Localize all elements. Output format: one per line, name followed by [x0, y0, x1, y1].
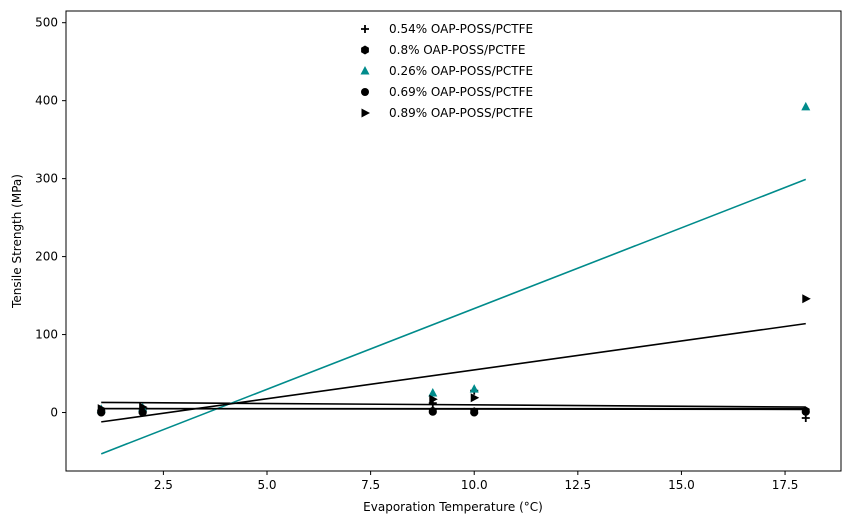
x-tick-label: 15.0 — [668, 478, 695, 492]
data-point-series-4 — [97, 404, 107, 414]
x-axis-ticks: 2.5 5.0 7.5 10.0 12.5 15.0 17.5 — [154, 471, 799, 492]
y-tick-label: 300 — [35, 172, 58, 186]
plot-frame — [65, 10, 842, 472]
legend-marker-3 — [361, 88, 369, 96]
y-tick-label: 100 — [35, 328, 58, 342]
legend-marker-0 — [361, 25, 369, 33]
x-tick-label: 5.0 — [257, 478, 276, 492]
x-tick-label: 17.5 — [772, 478, 799, 492]
legend: 0.54% OAP-POSS/PCTFE 0.8% OAP-POSS/PCTFE 0… — [360, 22, 533, 120]
y-tick-label: 200 — [35, 250, 58, 264]
data-point-series-4 — [470, 393, 480, 403]
data-point-series-3 — [470, 408, 479, 417]
data-point-series-2 — [801, 101, 811, 111]
legend-label-1: 0.8% OAP-POSS/PCTFE — [389, 43, 525, 57]
y-tick-label: 0 — [50, 406, 58, 420]
x-tick-label: 7.5 — [361, 478, 380, 492]
legend-marker-4 — [361, 108, 370, 118]
y-axis-label: Tensile Strength (MPa) — [10, 174, 24, 309]
fit-line-series-0 — [101, 401, 806, 408]
legend-marker-2 — [360, 66, 370, 75]
y-tick-label: 500 — [35, 16, 58, 30]
y-axis-ticks: 0 100 200 300 400 500 — [35, 16, 66, 420]
fit-line-series-4 — [101, 322, 806, 423]
data-point-series-4 — [802, 294, 811, 304]
data-point-series-2 — [469, 384, 479, 393]
x-tick-label: 2.5 — [154, 478, 173, 492]
data-points — [96, 101, 811, 422]
legend-marker-1 — [361, 45, 369, 55]
legend-label-3: 0.69% OAP-POSS/PCTFE — [389, 85, 533, 99]
x-tick-label: 12.5 — [564, 478, 591, 492]
data-point-series-3 — [801, 407, 810, 416]
legend-label-2: 0.26% OAP-POSS/PCTFE — [389, 64, 533, 78]
data-point-series-4 — [429, 394, 438, 404]
legend-label-0: 0.54% OAP-POSS/PCTFE — [389, 22, 533, 36]
data-point-series-4 — [139, 402, 148, 412]
x-tick-label: 10.0 — [461, 478, 488, 492]
x-axis-label: Evaporation Temperature (°C) — [363, 500, 543, 514]
fit-lines — [100, 178, 807, 455]
data-point-series-3 — [428, 407, 437, 416]
y-tick-label: 400 — [35, 94, 58, 108]
data-point-series-2 — [428, 388, 438, 397]
legend-label-4: 0.89% OAP-POSS/PCTFE — [389, 106, 533, 120]
